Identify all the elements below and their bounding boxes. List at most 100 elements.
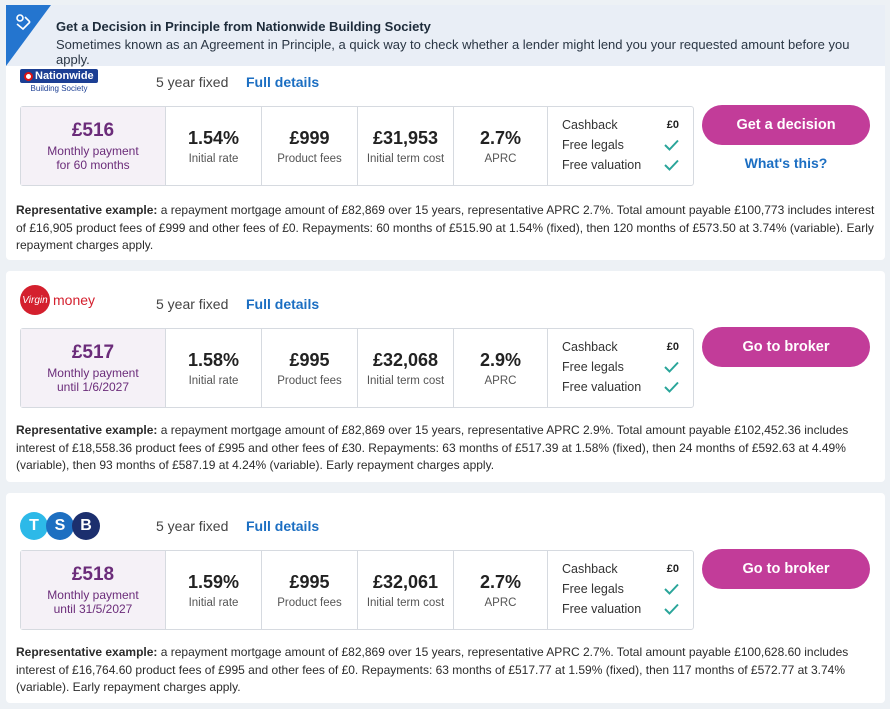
free-valuation-row: Free valuation: [562, 155, 679, 175]
initial-rate-value: 1.59%: [187, 571, 240, 592]
representative-example: Representative example: a repayment mort…: [16, 644, 876, 697]
free-legals-label: Free legals: [562, 360, 624, 374]
extras: Cashback £0 Free legals Free valuation: [548, 551, 693, 629]
nationwide-logo: Nationwide Building Society: [20, 69, 98, 99]
check-icon: [664, 381, 679, 393]
product-fees: £995 Product fees: [262, 329, 358, 407]
check-icon: [664, 361, 679, 373]
rep-text: a repayment mortgage amount of £82,869 o…: [16, 203, 875, 252]
check-icon: [664, 603, 679, 615]
initial-term-cost: £31,953 Initial term cost: [358, 107, 454, 185]
aprc-label: APRC: [484, 596, 517, 609]
product-fees-label: Product fees: [277, 596, 342, 609]
cashback-row: Cashback £0: [562, 337, 679, 357]
monthly-amount: £518: [71, 564, 115, 585]
deal-summary: £517 Monthly payment until 1/6/2027 1.58…: [20, 328, 694, 408]
initial-term-cost-label: Initial term cost: [366, 152, 445, 165]
check-icon: [664, 139, 679, 151]
initial-rate: 1.54% Initial rate: [166, 107, 262, 185]
tsb-logo: T S B: [20, 512, 100, 540]
tsb-logo-t: T: [20, 512, 48, 540]
deal-card-nationwide: Get a Decision in Principle from Nationw…: [6, 5, 885, 260]
monthly-period: for 60 months: [56, 158, 130, 172]
free-valuation-row: Free valuation: [562, 599, 679, 619]
monthly-period: until 31/5/2027: [53, 602, 133, 616]
product-fees-label: Product fees: [277, 374, 342, 387]
dip-banner: Get a Decision in Principle from Nationw…: [6, 5, 885, 67]
product-fees-value: £999: [289, 127, 330, 148]
cashback-value: £0: [666, 341, 679, 353]
free-legals-label: Free legals: [562, 582, 624, 596]
full-details-link[interactable]: Full details: [246, 296, 320, 312]
aprc-label: APRC: [484, 152, 517, 165]
monthly-amount: £517: [71, 342, 115, 363]
monthly-label: Monthly payment: [47, 588, 139, 602]
aprc: 2.9% APRC: [454, 329, 548, 407]
aprc: 2.7% APRC: [454, 551, 548, 629]
free-valuation-label: Free valuation: [562, 158, 642, 172]
deal-summary: £518 Monthly payment until 31/5/2027 1.5…: [20, 550, 694, 630]
free-legals-row: Free legals: [562, 579, 679, 599]
deal-card-virgin-money: Virgin money 5 year fixed Full details £…: [6, 271, 885, 482]
tsb-logo-s: S: [46, 512, 74, 540]
free-valuation-label: Free valuation: [562, 380, 642, 394]
initial-rate-label: Initial rate: [188, 152, 239, 165]
product-fees-value: £995: [289, 349, 330, 370]
cashback-row: Cashback £0: [562, 559, 679, 579]
aprc: 2.7% APRC: [454, 107, 548, 185]
virgin-logo-mark: Virgin: [20, 285, 50, 315]
cashback-label: Cashback: [562, 562, 618, 576]
initial-rate: 1.58% Initial rate: [166, 329, 262, 407]
rep-label: Representative example:: [16, 423, 158, 437]
aprc-label: APRC: [484, 374, 517, 387]
initial-term-cost: £32,068 Initial term cost: [358, 329, 454, 407]
go-to-broker-button[interactable]: Go to broker: [702, 327, 870, 367]
deal-summary: £516 Monthly payment for 60 months 1.54%…: [20, 106, 694, 186]
go-to-broker-button[interactable]: Go to broker: [702, 549, 870, 589]
initial-term-cost: £32,061 Initial term cost: [358, 551, 454, 629]
aprc-value: 2.7%: [479, 571, 522, 592]
product-fees-label: Product fees: [277, 152, 342, 165]
rep-text: a repayment mortgage amount of £82,869 o…: [16, 423, 849, 472]
aprc-value: 2.7%: [479, 127, 522, 148]
banner-subtitle: Sometimes known as an Agreement in Princ…: [56, 37, 850, 67]
free-valuation-row: Free valuation: [562, 377, 679, 397]
product-fees: £999 Product fees: [262, 107, 358, 185]
check-icon: [664, 159, 679, 171]
extras: Cashback £0 Free legals Free valuation: [548, 107, 693, 185]
banner-corner: [6, 5, 51, 66]
nationwide-logo-subtext: Building Society: [30, 84, 88, 93]
cashback-row: Cashback £0: [562, 115, 679, 135]
virgin-logo-text: money: [53, 292, 96, 308]
cashback-value: £0: [666, 563, 679, 575]
full-details-link[interactable]: Full details: [246, 518, 320, 534]
free-legals-row: Free legals: [562, 135, 679, 155]
initial-rate-label: Initial rate: [188, 374, 239, 387]
initial-term-cost-label: Initial term cost: [366, 596, 445, 609]
free-legals-label: Free legals: [562, 138, 624, 152]
get-decision-button[interactable]: Get a decision: [702, 105, 870, 145]
free-valuation-label: Free valuation: [562, 602, 642, 616]
nationwide-logo-text: Nationwide: [35, 70, 94, 82]
banner-title: Get a Decision in Principle from Nationw…: [56, 19, 431, 34]
product-fees-value: £995: [289, 571, 330, 592]
cashback-value: £0: [666, 119, 679, 131]
monthly-label: Monthly payment: [47, 366, 139, 380]
check-icon: [664, 583, 679, 595]
extras: Cashback £0 Free legals Free valuation: [548, 329, 693, 407]
monthly-payment: £518 Monthly payment until 31/5/2027: [21, 551, 166, 629]
initial-term-cost-value: £32,061: [372, 571, 439, 592]
initial-rate-label: Initial rate: [188, 596, 239, 609]
full-details-link[interactable]: Full details: [246, 74, 320, 90]
cashback-label: Cashback: [562, 118, 618, 132]
representative-example: Representative example: a repayment mort…: [16, 422, 876, 475]
initial-rate: 1.59% Initial rate: [166, 551, 262, 629]
virgin-money-logo: Virgin money: [20, 285, 95, 315]
rep-text: a repayment mortgage amount of £82,869 o…: [16, 645, 849, 694]
product-fees: £995 Product fees: [262, 551, 358, 629]
cashback-label: Cashback: [562, 340, 618, 354]
whats-this-link[interactable]: What's this?: [744, 155, 828, 171]
representative-example: Representative example: a repayment mort…: [16, 202, 876, 255]
monthly-amount: £516: [71, 120, 115, 141]
monthly-period: until 1/6/2027: [56, 380, 130, 394]
